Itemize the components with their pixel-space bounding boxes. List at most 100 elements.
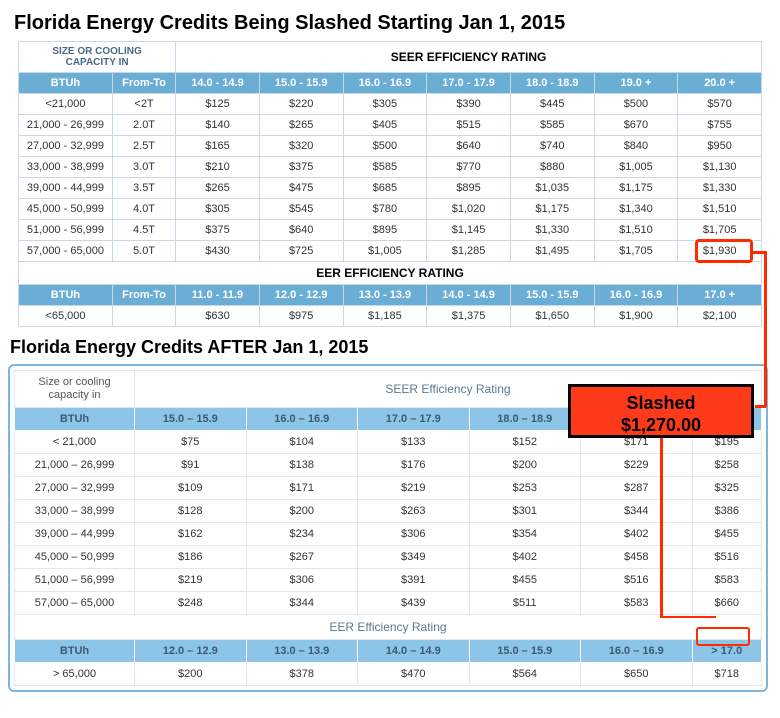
- seer-val: $234: [246, 523, 358, 546]
- seer-val: $229: [581, 454, 693, 477]
- seer-val: $171: [246, 477, 358, 500]
- seer-val: $1,005: [594, 157, 678, 178]
- seer-val: $258: [692, 454, 762, 477]
- eer-col-3: 15.0 – 15.9: [469, 640, 581, 663]
- seer-val: $500: [343, 136, 427, 157]
- eer-col-6: 17.0 +: [678, 285, 762, 306]
- seer-val: $138: [246, 454, 358, 477]
- seer-val: $375: [176, 220, 260, 241]
- col-btuh: BTUh: [15, 408, 135, 431]
- seer-val: $511: [469, 592, 581, 615]
- seer-val: $585: [343, 157, 427, 178]
- eer-val: $564: [469, 663, 581, 686]
- btuh-range: 45,000 – 50,999: [15, 546, 135, 569]
- seer-col-3: 17.0 - 17.9: [427, 73, 511, 94]
- seer-val: $349: [358, 546, 470, 569]
- eer-col-0: 12.0 – 12.9: [135, 640, 247, 663]
- btuh-range: 33,000 - 38,999: [19, 157, 113, 178]
- seer-col-4: 18.0 - 18.9: [510, 73, 594, 94]
- eer-val: $2,100: [678, 306, 762, 327]
- seer-val: $445: [510, 94, 594, 115]
- eer-val: $650: [581, 663, 693, 686]
- btuh-range: 51,000 – 56,999: [15, 569, 135, 592]
- seer-val: $755: [678, 115, 762, 136]
- seer-val: $267: [246, 546, 358, 569]
- eer-col-0: 11.0 - 11.9: [176, 285, 260, 306]
- seer-val: $660: [692, 592, 762, 615]
- eer-header: EER Efficiency Rating: [15, 615, 762, 640]
- eer-col-3: 14.0 - 14.9: [427, 285, 511, 306]
- seer-val: $390: [427, 94, 511, 115]
- eer-val: $1,650: [510, 306, 594, 327]
- seer-val: $583: [581, 592, 693, 615]
- seer-val: $740: [510, 136, 594, 157]
- seer-val: $1,035: [510, 178, 594, 199]
- seer-val: $500: [594, 94, 678, 115]
- seer-val: $306: [358, 523, 470, 546]
- seer-val: $780: [343, 199, 427, 220]
- tonnage: 2.5T: [112, 136, 175, 157]
- seer-val: $200: [469, 454, 581, 477]
- seer-val: $265: [259, 115, 343, 136]
- seer-col-5: 19.0 +: [594, 73, 678, 94]
- title-before: Florida Energy Credits Being Slashed Sta…: [14, 12, 772, 35]
- tonnage: 4.5T: [112, 220, 175, 241]
- seer-header: SEER EFFICIENCY RATING: [176, 42, 762, 73]
- seer-val: $306: [246, 569, 358, 592]
- eer-col-2: 13.0 - 13.9: [343, 285, 427, 306]
- seer-val: $583: [692, 569, 762, 592]
- eer-val: $1,900: [594, 306, 678, 327]
- seer-val: $516: [581, 569, 693, 592]
- eer-val: $470: [358, 663, 470, 686]
- seer-val: $176: [358, 454, 470, 477]
- col-fromto: From-To: [112, 73, 175, 94]
- tonnage: 3.5T: [112, 178, 175, 199]
- eer-val: $1,185: [343, 306, 427, 327]
- eer-val: $378: [246, 663, 358, 686]
- seer-val: $475: [259, 178, 343, 199]
- eer-col-1: 12.0 - 12.9: [259, 285, 343, 306]
- col-btuh: BTUh: [19, 285, 113, 306]
- seer-val: $253: [469, 477, 581, 500]
- seer-val: $104: [246, 431, 358, 454]
- tonnage: [112, 306, 175, 327]
- seer-val: $1,705: [678, 220, 762, 241]
- seer-val: $895: [343, 220, 427, 241]
- eer-col-1: 13.0 – 13.9: [246, 640, 358, 663]
- seer-val: $305: [343, 94, 427, 115]
- seer-val: $515: [427, 115, 511, 136]
- seer-val: $840: [594, 136, 678, 157]
- title-after: Florida Energy Credits AFTER Jan 1, 2015: [10, 337, 772, 358]
- seer-val: $585: [510, 115, 594, 136]
- seer-val: $1,340: [594, 199, 678, 220]
- btuh-range: 33,000 – 38,999: [15, 500, 135, 523]
- eer-col-5: 16.0 - 16.9: [594, 285, 678, 306]
- seer-val: $75: [135, 431, 247, 454]
- seer-val: $1,130: [678, 157, 762, 178]
- seer-val: $219: [135, 569, 247, 592]
- col-btuh: BTUh: [15, 640, 135, 663]
- seer-val: $219: [358, 477, 470, 500]
- seer-val: $186: [135, 546, 247, 569]
- seer-val: $1,175: [510, 199, 594, 220]
- eer-val: $1,375: [427, 306, 511, 327]
- seer-val: $265: [176, 178, 260, 199]
- btuh-range: 21,000 – 26,999: [15, 454, 135, 477]
- seer-val: $1,930: [678, 241, 762, 262]
- slashed-amount: $1,270.00: [621, 415, 701, 435]
- seer-val: $386: [692, 500, 762, 523]
- seer-val: $770: [427, 157, 511, 178]
- btuh-range: > 65,000: [15, 663, 135, 686]
- seer-val: $1,495: [510, 241, 594, 262]
- credits-table-before: SIZE OR COOLINGCAPACITY IN SEER EFFICIEN…: [18, 41, 762, 327]
- seer-val: $305: [176, 199, 260, 220]
- seer-val: $640: [427, 136, 511, 157]
- seer-col-2: 16.0 - 16.9: [343, 73, 427, 94]
- seer-val: $1,285: [427, 241, 511, 262]
- btuh-range: 51,000 - 56,999: [19, 220, 113, 241]
- seer-val: $458: [581, 546, 693, 569]
- seer-val: $439: [358, 592, 470, 615]
- eer-col-4: 16.0 – 16.9: [581, 640, 693, 663]
- btuh-range: 21,000 - 26,999: [19, 115, 113, 136]
- seer-val: $1,330: [510, 220, 594, 241]
